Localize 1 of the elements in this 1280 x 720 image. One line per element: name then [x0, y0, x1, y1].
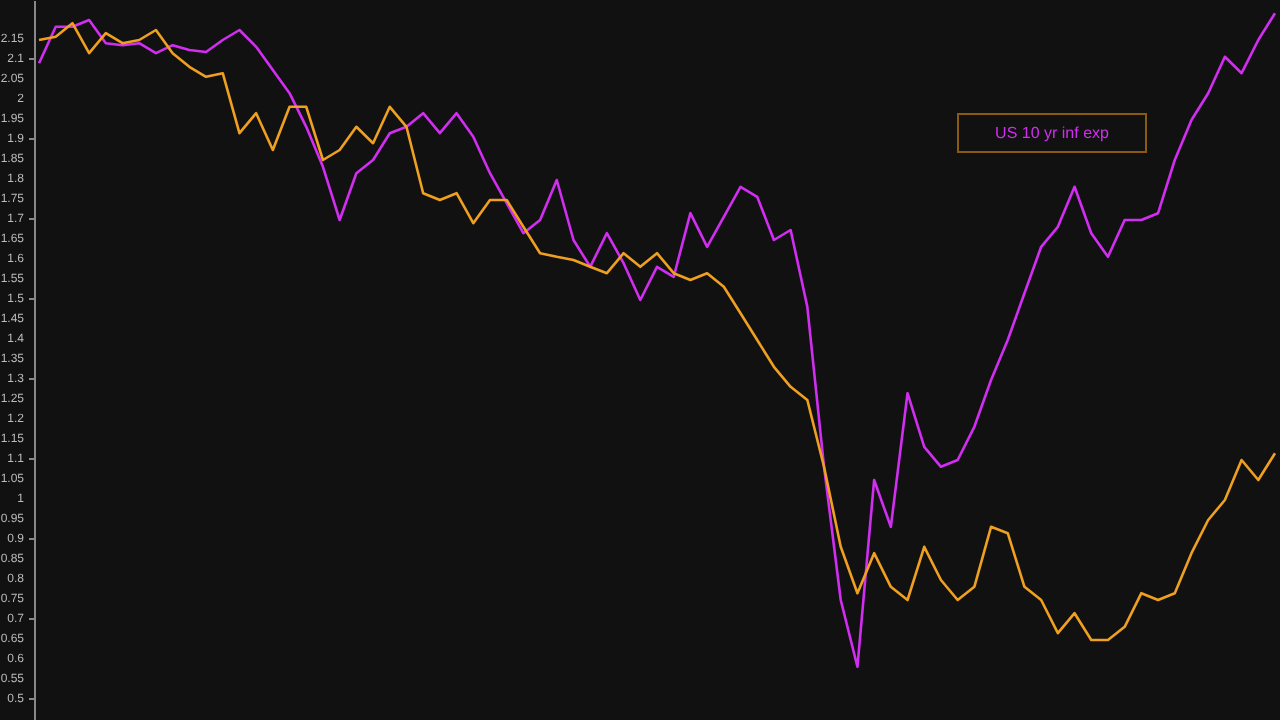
text: US 10 yr inf exp — [995, 124, 1111, 142]
